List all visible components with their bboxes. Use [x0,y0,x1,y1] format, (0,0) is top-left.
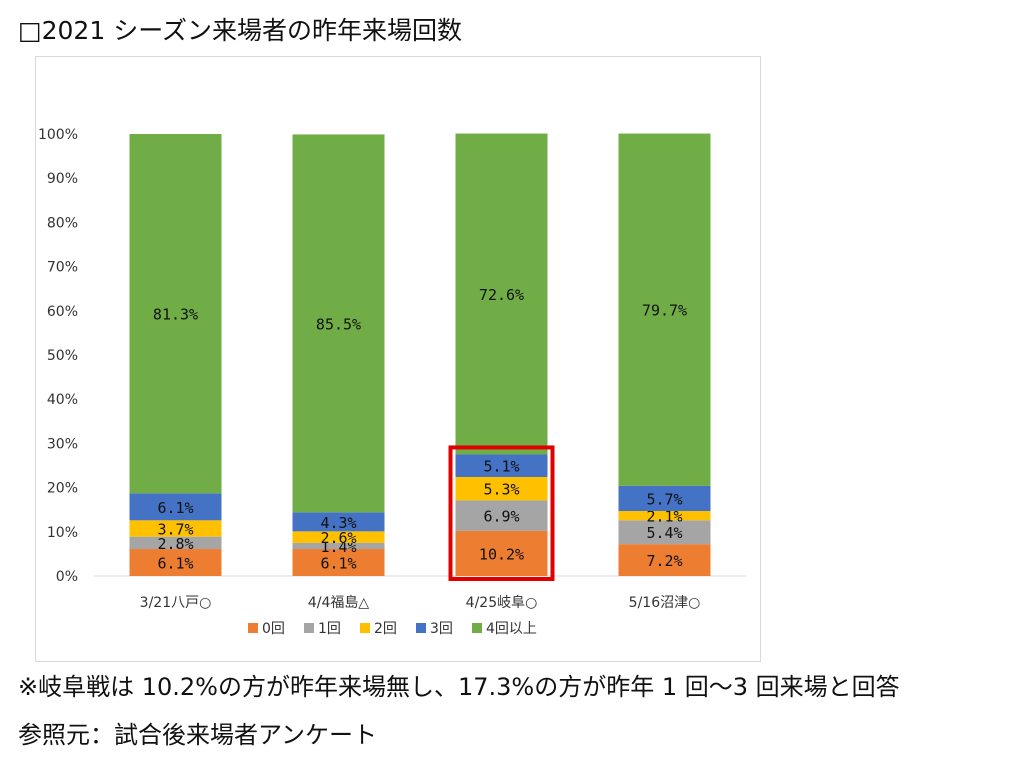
bar-segment [129,520,222,537]
data-label: 2.8% [157,535,193,553]
bar-segment [129,493,222,521]
legend-label: 3回 [430,621,453,637]
bar-segment [129,549,222,576]
y-tick-label: 50% [47,348,78,364]
source-line: 参照元：試合後来場者アンケート [18,721,378,749]
legend-swatch [304,623,314,633]
data-label: 7.2% [646,552,682,570]
bar-segment [129,134,222,494]
data-label: 6.1% [157,555,193,573]
stacked-bar-chart: 0% 10% 20% 30% 40% 50% 60% 70% 80% 90% 100% 6.1% 2.8… [38,127,746,637]
data-label: 5.7% [646,490,682,508]
bar-segment [455,500,548,531]
data-label: 3.7% [157,520,193,538]
legend-swatch [416,623,426,633]
legend-label: 0回 [262,621,285,637]
legend-swatch [472,623,482,633]
bar-segment [455,530,548,576]
bar-segment [618,133,711,486]
bar-segment [292,512,385,532]
x-tick-label: 3/21八戸○ [140,595,212,611]
data-label: 5.4% [646,524,682,542]
data-label: 79.7% [642,302,687,320]
legend-label: 4回以上 [486,621,537,637]
data-label: 10.2% [479,545,524,563]
data-label: 6.1% [157,499,193,517]
data-label: 81.3% [153,306,198,324]
data-label: 5.1% [483,458,519,476]
x-tick-label: 5/16沼津○ [629,595,701,611]
legend-label: 1回 [318,621,341,637]
y-tick-label: 10% [47,525,78,541]
bar-segment [618,520,711,545]
page-title: □2021 シーズン来場者の昨年来場回数 [18,16,462,45]
y-tick-label: 60% [47,304,78,320]
y-tick-label: 30% [47,436,78,452]
y-tick-label: 0% [56,569,78,585]
data-label: 4.3% [320,514,356,532]
bar-segment [618,544,711,576]
bar-segment [618,511,711,521]
bar-segment [292,549,385,576]
y-tick-label: 80% [47,215,78,231]
bar-segment [455,133,548,455]
chart-panel: 0% 10% 20% 30% 40% 50% 60% 70% 80% 90% 100% 6.1% 2.8… [35,56,761,662]
data-label: 2.6% [320,529,356,547]
bar-segment [292,531,385,543]
y-tick-label: 40% [47,392,78,408]
data-label: 6.9% [483,508,519,526]
data-label: 2.1% [646,508,682,526]
y-tick-label: 90% [47,171,78,187]
bar-segment [618,485,711,512]
data-label: 5.3% [483,481,519,499]
bar-segment [455,476,548,501]
x-tick-label: 4/4福島△ [308,595,370,611]
bar-segment [129,536,222,550]
y-tick-label: 20% [47,481,78,497]
bar-segment [292,134,385,513]
legend-swatch [248,623,258,633]
y-tick-label: 70% [47,260,78,276]
data-label: 72.6% [479,286,524,304]
bar-segment [455,454,548,477]
y-tick-label: 100% [38,127,78,143]
data-label: 6.1% [320,555,356,573]
data-label: 85.5% [316,315,361,333]
legend-label: 2回 [374,621,397,637]
footnote: ※岐阜戦は 10.2%の方が昨年来場無し、17.3%の方が昨年 1 回〜3 回来… [18,673,900,701]
x-tick-label: 4/25岐阜○ [466,594,538,611]
bar-segment [292,542,385,550]
legend-swatch [360,623,370,633]
highlight-box [448,445,555,582]
